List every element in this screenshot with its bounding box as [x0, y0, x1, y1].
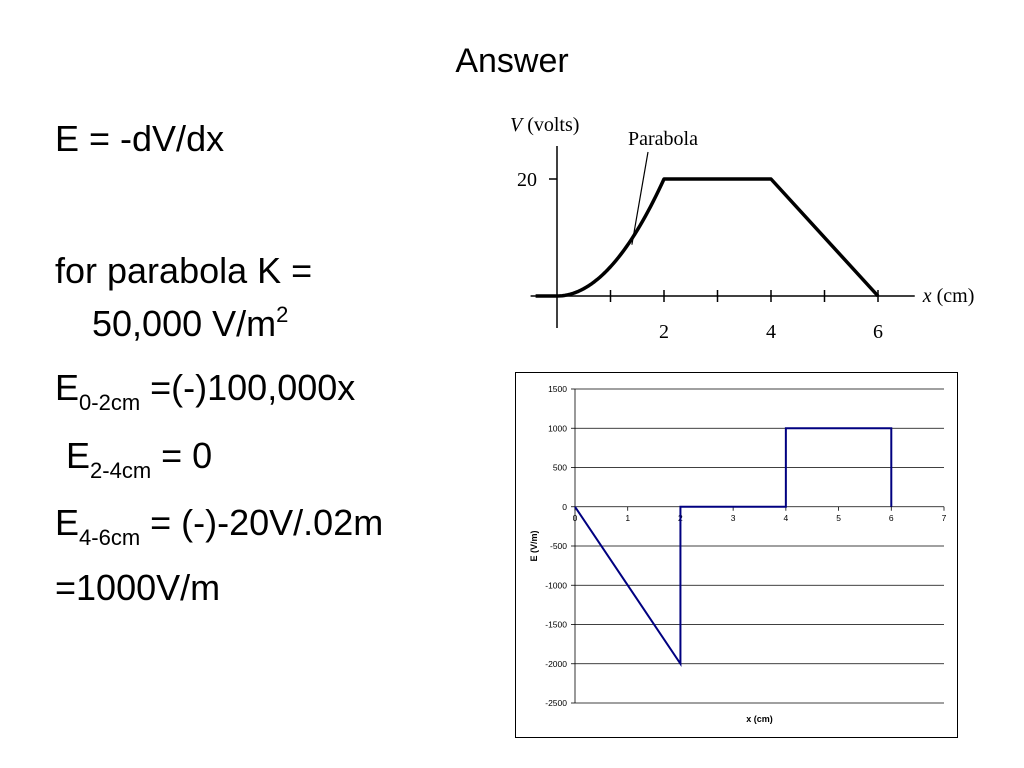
- parabola-text: for parabola K =: [55, 250, 313, 291]
- field-series-line: [574, 427, 893, 668]
- x-tick-label: 2: [659, 321, 669, 343]
- y-tick-label: -500: [550, 541, 567, 551]
- equation-rhs: =(-)100,000x: [140, 367, 356, 408]
- parabola-value: 50,000 V/m: [92, 303, 277, 344]
- y-tick-label: 0: [562, 502, 567, 512]
- equation-rhs: = (-)-20V/.02m: [140, 502, 384, 543]
- chart-frame: [515, 372, 958, 738]
- x-tick-label: 4: [783, 513, 788, 523]
- x-axis-label: x (cm): [922, 285, 975, 307]
- equation-text: E = -dV/dx: [55, 118, 225, 159]
- y-tick-label: 20: [517, 169, 537, 191]
- x-tick-label: 3: [731, 513, 736, 523]
- equation-e-2-4cm: E2-4cm = 0: [66, 435, 213, 482]
- subscript: 0-2cm: [79, 390, 141, 415]
- equation-e-4-6cm: E4-6cm = (-)-20V/.02m: [55, 502, 384, 549]
- result-text: =1000V/m: [55, 567, 221, 608]
- y-tick-label: -2500: [545, 698, 567, 708]
- equation-rhs: = 0: [151, 435, 213, 476]
- exponent: 2: [276, 302, 289, 327]
- x-tick-label: 6: [889, 513, 894, 523]
- y-tick-label: -1500: [545, 620, 567, 630]
- x-tick-label: 6: [873, 321, 883, 343]
- y-tick-label: 500: [553, 463, 567, 473]
- equation-result: =1000V/m: [55, 570, 220, 606]
- e-symbol: E: [55, 367, 80, 408]
- y-tick-label: -1000: [545, 580, 567, 590]
- annotation-leader: [631, 151, 649, 245]
- x-tick-label: 0: [573, 513, 578, 523]
- x-axis-label: x (cm): [746, 714, 773, 724]
- y-tick-label: 1500: [548, 384, 567, 394]
- e-symbol: E: [55, 502, 80, 543]
- x-tick-label: 4: [766, 321, 776, 343]
- parabola-annotation: Parabola: [628, 128, 698, 150]
- y-tick-label: -2000: [545, 659, 567, 669]
- subscript: 2-4cm: [90, 458, 152, 483]
- y-axis-label: E (V/m): [529, 530, 539, 561]
- parabola-constant-line1: for parabola K =: [55, 253, 312, 289]
- y-tick-label: 1000: [548, 423, 567, 433]
- x-tick-label: 1: [625, 513, 630, 523]
- slide-title: Answer: [455, 42, 569, 80]
- x-tick-label: 5: [836, 513, 841, 523]
- x-tick-label: 7: [942, 513, 947, 523]
- parabola-constant-line2: 50,000 V/m2: [92, 303, 288, 344]
- equation-e-definition: E = -dV/dx: [55, 121, 224, 157]
- subscript: 4-6cm: [79, 525, 141, 550]
- equation-e-0-2cm: E0-2cm =(-)100,000x: [55, 367, 356, 414]
- y-axis-label: V (volts): [510, 114, 579, 136]
- potential-chart: 2 4 6 20 V (volts) x (cm) Parabola: [510, 114, 975, 343]
- e-symbol: E: [66, 435, 91, 476]
- potential-curve: [535, 177, 880, 298]
